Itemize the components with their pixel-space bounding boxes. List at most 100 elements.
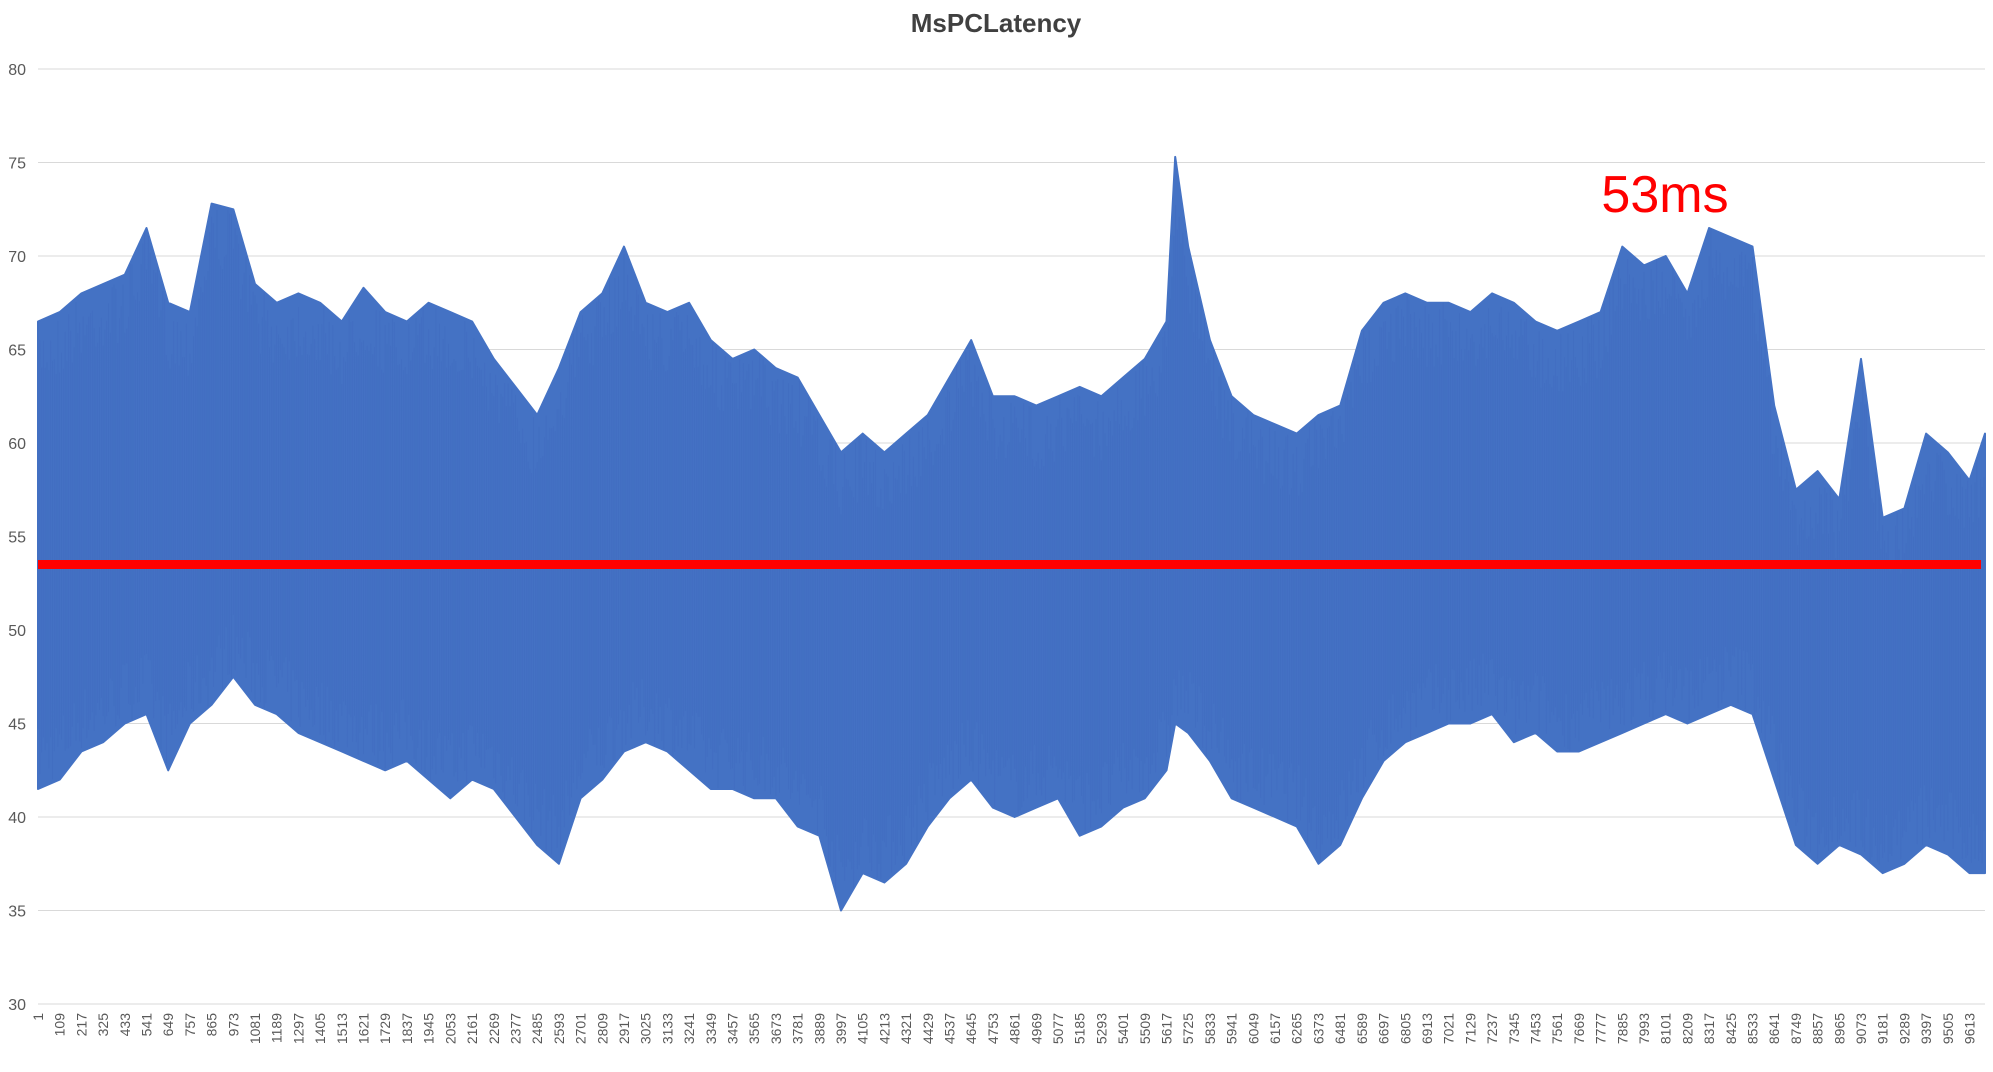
- x-tick-label: 6373: [1311, 1013, 1327, 1044]
- x-tick-label: 9397: [1918, 1013, 1934, 1044]
- x-tick-label: 1513: [334, 1013, 350, 1044]
- x-tick-label: 6265: [1289, 1013, 1305, 1044]
- x-tick-label: 1189: [269, 1013, 285, 1043]
- x-tick-label: 7993: [1636, 1013, 1652, 1044]
- y-axis-ticks: 30 35 40 45 50 55 60 65 70 75 80: [8, 62, 26, 1014]
- x-tick-label: 3565: [746, 1013, 762, 1044]
- x-tick-label: 8425: [1723, 1013, 1739, 1044]
- x-tick-label: 3241: [681, 1013, 697, 1044]
- x-tick-label: 8965: [1831, 1013, 1847, 1044]
- x-tick-label: 757: [182, 1013, 198, 1037]
- x-tick-label: 3997: [833, 1013, 849, 1044]
- x-tick-label: 6049: [1245, 1013, 1261, 1044]
- x-tick-label: 8533: [1745, 1013, 1761, 1044]
- y-tick-label: 35: [8, 904, 26, 921]
- x-tick-label: 7669: [1571, 1013, 1587, 1044]
- x-tick-label: 4213: [876, 1013, 892, 1044]
- x-tick-label: 5077: [1050, 1013, 1066, 1044]
- x-tick-label: 5185: [1072, 1013, 1088, 1044]
- x-tick-label: 5941: [1224, 1013, 1240, 1044]
- x-tick-label: 1621: [356, 1013, 372, 1044]
- x-tick-label: 217: [73, 1013, 89, 1037]
- x-tick-label: 4753: [985, 1013, 1001, 1044]
- y-tick-label: 40: [8, 810, 26, 827]
- x-tick-label: 9289: [1896, 1013, 1912, 1044]
- reference-line-label: 53ms: [1601, 166, 1728, 224]
- x-tick-label: 5617: [1159, 1013, 1175, 1044]
- x-tick-label: 3349: [703, 1013, 719, 1044]
- x-tick-label: 2161: [464, 1013, 480, 1044]
- x-tick-label: 4321: [898, 1013, 914, 1044]
- x-tick-label: 5293: [1093, 1013, 1109, 1044]
- x-tick-label: 3889: [811, 1013, 827, 1044]
- x-tick-label: 2701: [573, 1013, 589, 1044]
- x-tick-label: 1: [30, 1013, 46, 1021]
- x-tick-label: 3781: [790, 1013, 806, 1044]
- x-tick-label: 4429: [920, 1013, 936, 1044]
- x-tick-label: 9505: [1940, 1013, 1956, 1044]
- x-tick-label: 7345: [1506, 1013, 1522, 1044]
- x-tick-label: 1837: [399, 1013, 415, 1044]
- x-tick-label: 7777: [1593, 1013, 1609, 1044]
- x-tick-label: 433: [117, 1013, 133, 1037]
- y-tick-label: 45: [8, 717, 26, 734]
- x-tick-label: 4537: [942, 1013, 958, 1044]
- x-tick-label: 7021: [1441, 1013, 1457, 1044]
- x-tick-label: 1405: [312, 1013, 328, 1044]
- y-tick-label: 30: [8, 997, 26, 1014]
- x-tick-label: 865: [204, 1013, 220, 1037]
- y-tick-label: 55: [8, 530, 26, 547]
- x-tick-label: 1945: [421, 1013, 437, 1044]
- x-tick-label: 5725: [1180, 1013, 1196, 1044]
- x-tick-label: 8857: [1810, 1013, 1826, 1044]
- y-tick-label: 75: [8, 156, 26, 173]
- x-tick-label: 2917: [616, 1013, 632, 1044]
- x-tick-label: 4645: [963, 1013, 979, 1044]
- x-tick-label: 6157: [1267, 1013, 1283, 1044]
- x-tick-label: 973: [225, 1013, 241, 1037]
- x-tick-label: 7237: [1484, 1013, 1500, 1044]
- x-tick-label: 1297: [290, 1013, 306, 1044]
- x-tick-label: 8209: [1679, 1013, 1695, 1044]
- x-tick-label: 325: [95, 1013, 111, 1037]
- x-tick-label: 2377: [508, 1013, 524, 1044]
- x-tick-label: 4105: [855, 1013, 871, 1044]
- x-tick-label: 541: [139, 1013, 155, 1037]
- x-tick-label: 1729: [377, 1013, 393, 1044]
- x-tick-label: 3673: [768, 1013, 784, 1044]
- y-tick-label: 60: [8, 436, 26, 453]
- x-tick-label: 4861: [1007, 1013, 1023, 1044]
- x-tick-label: 3025: [638, 1013, 654, 1044]
- x-tick-label: 8749: [1788, 1013, 1804, 1044]
- x-tick-label: 7129: [1462, 1013, 1478, 1044]
- y-tick-label: 80: [8, 62, 26, 79]
- x-tick-label: 9181: [1875, 1013, 1891, 1044]
- x-tick-label: 3133: [659, 1013, 675, 1044]
- x-tick-label: 5833: [1202, 1013, 1218, 1044]
- chart-title: MsPCLatency: [911, 8, 1082, 38]
- x-tick-label: 6481: [1332, 1013, 1348, 1044]
- x-tick-label: 9073: [1853, 1013, 1869, 1044]
- x-tick-label: 5509: [1137, 1013, 1153, 1044]
- x-tick-label: 7453: [1528, 1013, 1544, 1044]
- x-tick-label: 649: [160, 1013, 176, 1037]
- x-tick-label: 2593: [551, 1013, 567, 1044]
- series-area: [37, 155, 1986, 912]
- x-tick-label: 6913: [1419, 1013, 1435, 1044]
- x-tick-label: 8317: [1701, 1013, 1717, 1044]
- x-tick-label: 6805: [1397, 1013, 1413, 1044]
- x-tick-label: 6697: [1376, 1013, 1392, 1044]
- x-tick-label: 7885: [1614, 1013, 1630, 1044]
- x-tick-label: 5401: [1115, 1013, 1131, 1044]
- x-tick-label: 2053: [442, 1013, 458, 1044]
- x-tick-label: 3457: [725, 1013, 741, 1044]
- x-tick-label: 7561: [1549, 1013, 1565, 1044]
- x-tick-label: 2485: [529, 1013, 545, 1044]
- x-tick-label: 2809: [594, 1013, 610, 1044]
- series-texture: [37, 205, 1985, 890]
- x-tick-label: 2269: [486, 1013, 502, 1044]
- y-tick-label: 70: [8, 249, 26, 266]
- x-tick-label: 1081: [247, 1013, 263, 1044]
- y-tick-label: 50: [8, 623, 26, 640]
